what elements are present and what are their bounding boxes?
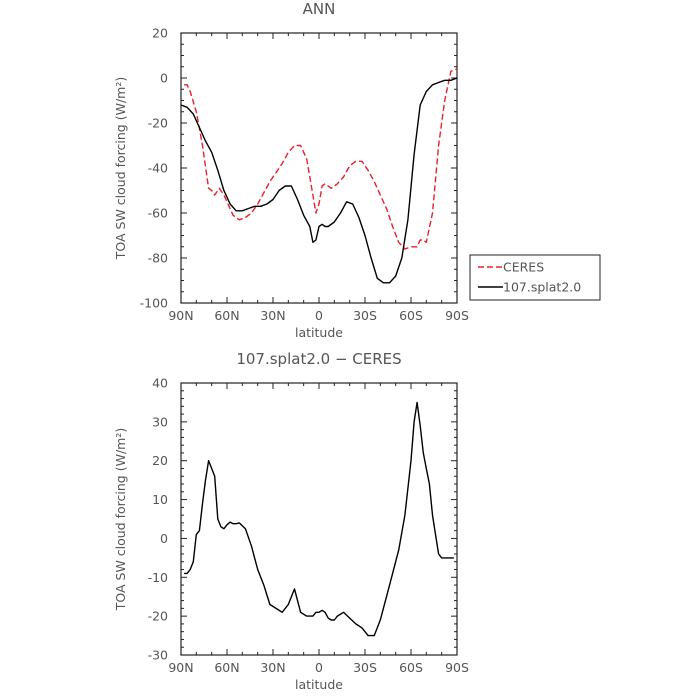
x-tick-label: 60N xyxy=(214,308,239,323)
y-tick-label: 0 xyxy=(160,71,168,86)
y-tick-label: -80 xyxy=(148,251,168,266)
x-tick-label: 90N xyxy=(168,308,193,323)
chart-title: ANN xyxy=(303,0,336,18)
y-tick-label: -10 xyxy=(148,570,168,585)
y-tick-label: 0 xyxy=(160,531,168,546)
x-tick-label: 30N xyxy=(260,308,285,323)
x-tick-label: 30S xyxy=(353,660,377,675)
y-tick-label: -20 xyxy=(148,116,168,131)
x-axis-label: latitude xyxy=(295,677,343,692)
series-line-ceres xyxy=(184,68,458,250)
y-tick-label: -100 xyxy=(140,296,168,311)
x-tick-label: 60S xyxy=(399,308,423,323)
y-tick-label: -40 xyxy=(148,161,168,176)
x-tick-label: 30N xyxy=(260,660,285,675)
legend-label: 107.splat2.0 xyxy=(503,280,581,295)
chart-title: 107.splat2.0 − CERES xyxy=(236,350,401,368)
legend: CERES 107.splat2.0 xyxy=(469,254,601,301)
x-tick-label: 0 xyxy=(315,660,323,675)
x-tick-label: 60N xyxy=(214,660,239,675)
series-line-107-splat2-0 xyxy=(180,77,458,284)
y-tick-label: 20 xyxy=(152,453,168,468)
plot-frame xyxy=(180,382,458,656)
x-tick-label: 90N xyxy=(168,660,193,675)
series-line xyxy=(184,401,454,637)
y-tick-label: -30 xyxy=(148,648,168,663)
x-axis-label: latitude xyxy=(295,325,343,340)
y-axis-label: TOA SW cloud forcing (W/m²) xyxy=(113,428,128,611)
legend-box xyxy=(469,254,601,301)
x-tick-label: 30S xyxy=(353,308,377,323)
y-tick-label: 30 xyxy=(152,414,168,429)
x-tick-label: 0 xyxy=(315,308,323,323)
legend-label: CERES xyxy=(503,260,544,275)
x-tick-label: 60S xyxy=(399,660,423,675)
y-tick-label: -60 xyxy=(148,206,168,221)
y-axis-label: TOA SW cloud forcing (W/m²) xyxy=(113,77,128,260)
y-tick-label: -20 xyxy=(148,609,168,624)
y-tick-label: 10 xyxy=(152,492,168,507)
plot-frame xyxy=(180,32,458,304)
y-tick-label: 20 xyxy=(152,26,168,41)
chart-panel-2: 107.splat2.0 − CERES 90N 60N 30N 0 30S 60S 90S 4… xyxy=(113,350,469,692)
x-tick-label: 90S xyxy=(445,308,469,323)
chart-panel-1: ANN 90N 60N 30N 0 30S 60S 90S 20 0 -20 -40 -60 -80 -10… xyxy=(113,0,601,340)
y-tick-label: 40 xyxy=(152,376,168,391)
x-tick-label: 90S xyxy=(445,660,469,675)
